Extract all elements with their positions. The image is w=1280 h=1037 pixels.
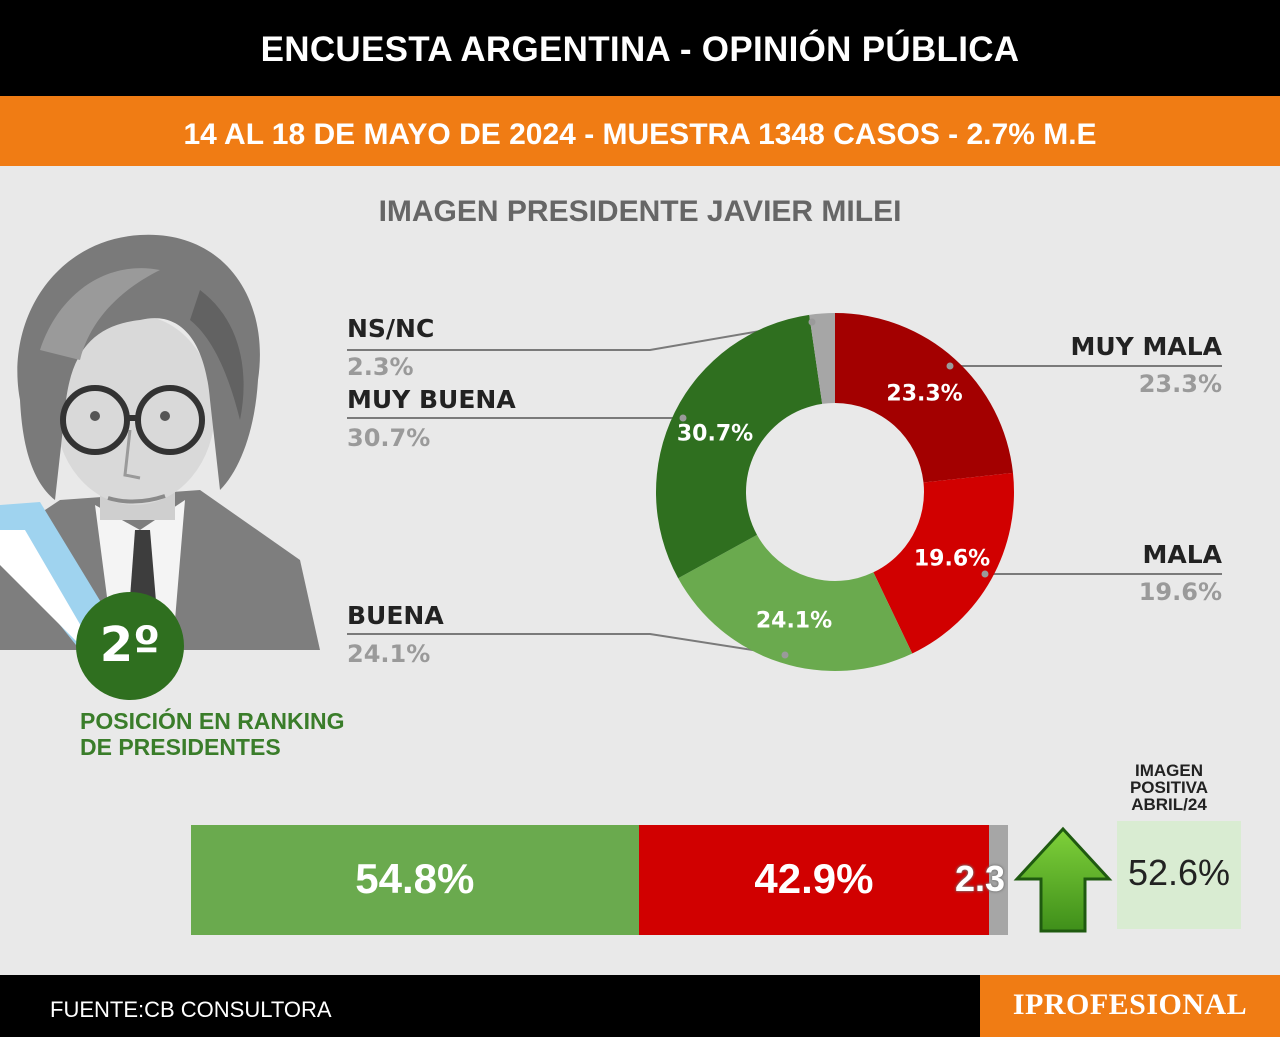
legend-muy-mala-value: 23.3% [1138,370,1222,398]
donut-label-muy-buena: 30.7% [677,421,753,446]
donut-slice-muy-mala [835,313,1013,483]
legend-mala-value: 19.6% [1138,578,1222,606]
donut-slice-buena [678,534,913,672]
donut-slice-muy-buena [655,314,823,579]
comparison-title-line2: POSITIVA [1129,778,1209,797]
up-arrow-icon [1013,826,1113,933]
rank-position: 2º [99,617,161,673]
brand-logo: IPROFESIONAL [1012,988,1248,1021]
rank-label: POSICIÓN EN RANKING DE PRESIDENTES [80,708,380,760]
donut-label-mala: 19.6% [914,546,990,571]
comparison-title: IMAGEN POSITIVA ABRIL/24 [1105,762,1233,813]
legend-muy-buena-name: MUY BUENA [347,385,516,414]
bar-segment-label-1: 42.9% [754,855,874,902]
legend-buena-name: BUENA [347,601,444,630]
comparison-title-line3: ABRIL/24 [1131,795,1207,814]
donut-slice-labels: 23.3% 19.6% 24.1% 30.7% [677,381,990,633]
leader-dot-mala [981,570,989,578]
page-title: ENCUESTA ARGENTINA - OPINIÓN PÚBLICA [260,30,1020,69]
legend-muy-mala-name: MUY MALA [1070,332,1223,361]
stacked-bar: 54.8% 42.9% [191,825,1008,935]
comparison-box [1117,821,1241,929]
comparison-title-line1: IMAGEN [1135,761,1203,780]
comparison-value: 52.6% [1127,852,1231,893]
donut-label-muy-mala: 23.3% [886,381,962,406]
donut-slice-mala [873,472,1014,654]
legend-buena-value: 24.1% [347,640,431,668]
leader-line-buena [347,633,786,656]
leader-dot-buena [781,651,789,659]
donut-slice-ns-nc [809,313,835,404]
bar-segment-label-0: 54.8% [355,855,475,902]
legend-muy-buena-value: 30.7% [347,424,431,452]
legend-nsnc-value: 2.3% [347,353,414,381]
donut-label-buena: 24.1% [756,609,832,634]
logo-box [980,975,1280,1037]
legend-nsnc-name: NS/NC [347,314,435,343]
rank-label-line1: POSICIÓN EN RANKING [80,708,345,734]
president-portrait [0,234,320,650]
leader-dot-muy-buena [679,414,687,422]
source-text: FUENTE:CB CONSULTORA [50,997,332,1022]
chart-title: IMAGEN PRESIDENTE JAVIER MILEI [378,195,902,228]
bar-segment-2 [989,825,1008,935]
page-subtitle: 14 AL 18 DE MAYO DE 2024 - MUESTRA 1348 … [183,118,1097,151]
subheader-bar [0,96,1280,166]
rank-label-line2: DE PRESIDENTES [80,734,281,760]
leader-dot-nsnc [808,318,816,326]
bar-label-nsnc: 2.3 [955,858,1006,899]
bar-segment-1 [638,825,990,935]
leader-dots [679,318,989,659]
rank-badge [76,592,184,700]
legend-mala-name: MALA [1142,540,1222,569]
donut-slices [655,313,1014,672]
leader-dot-muy-mala [946,362,954,370]
bar-segment-0 [191,825,639,935]
header-bar [0,0,1280,96]
leader-lines [347,321,1222,656]
